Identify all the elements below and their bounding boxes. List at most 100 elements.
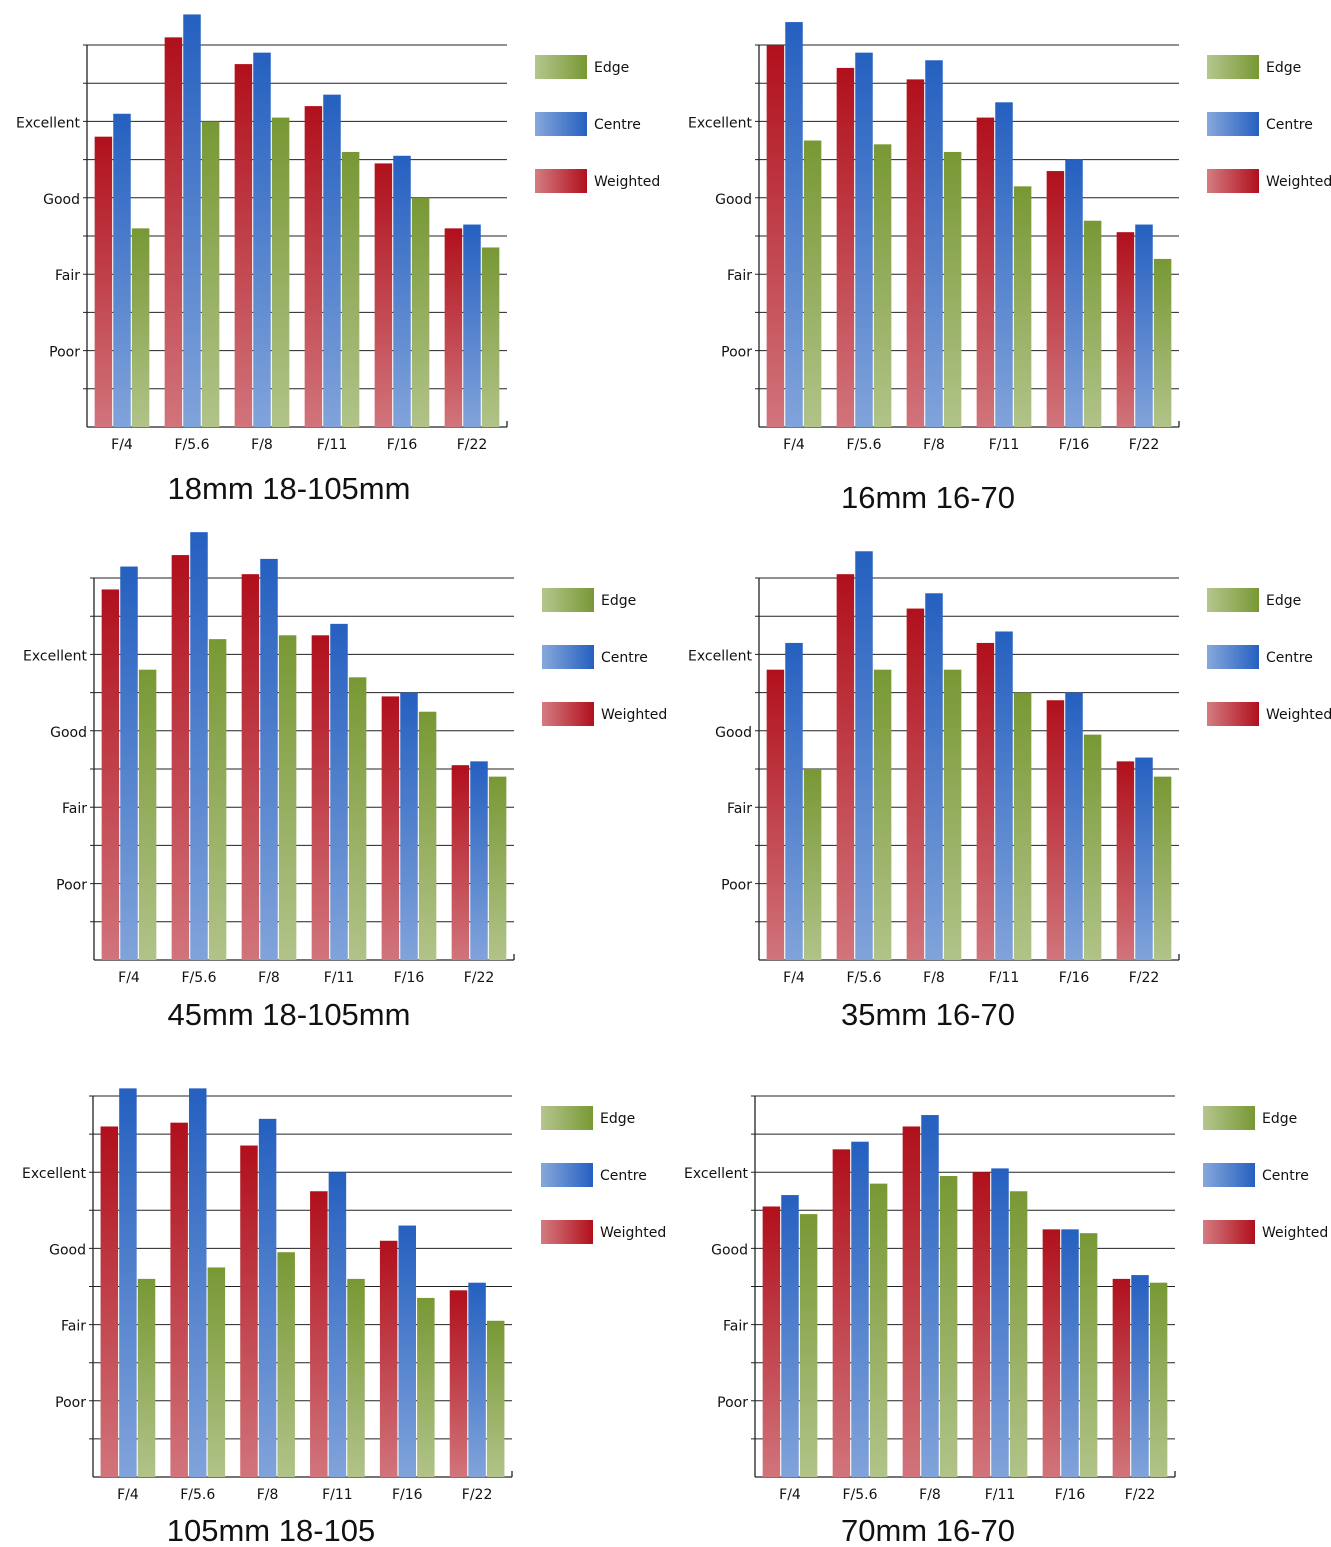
y-tick-label: Poor [55, 1395, 86, 1411]
bar [304, 106, 323, 428]
chart-panel: Poor Fair Good Excellent F/4 F/5.6 F/8 F/11 F/16… [23, 532, 667, 1032]
legend-label: Weighted [594, 174, 660, 190]
bar [481, 247, 500, 427]
bar [463, 224, 481, 427]
x-tick-label: F/4 [783, 970, 805, 986]
bar [323, 94, 341, 427]
bar [1149, 1282, 1168, 1477]
bar [925, 593, 943, 960]
bar [258, 1118, 277, 1477]
bar [418, 711, 437, 960]
legend-swatch [1203, 1163, 1255, 1187]
x-tick-label: F/11 [317, 437, 348, 453]
bar [869, 1183, 888, 1477]
y-tick-label: Excellent [23, 648, 87, 664]
bar [762, 1206, 781, 1477]
legend-swatch [541, 1220, 593, 1244]
y-tick-label: Poor [717, 1395, 748, 1411]
bar [468, 1282, 486, 1477]
chart-title: 18mm 18-105mm [168, 471, 411, 506]
y-tick-label: Excellent [688, 648, 752, 664]
bar [171, 555, 190, 960]
bar [1131, 1275, 1149, 1477]
legend-label: Centre [594, 117, 641, 133]
y-tick-label: Fair [727, 801, 752, 817]
y-tick-label: Good [50, 725, 87, 741]
x-tick-label: F/16 [1059, 437, 1090, 453]
x-tick-label: F/22 [1129, 970, 1160, 986]
legend-label: Weighted [600, 1225, 666, 1241]
bar [906, 79, 925, 427]
x-tick-label: F/11 [985, 1487, 1016, 1503]
legend-swatch [1207, 588, 1259, 612]
legend-label: Weighted [1266, 174, 1331, 190]
x-tick-label: F/16 [1055, 1487, 1086, 1503]
bar [991, 1168, 1009, 1477]
legend-label: Weighted [1266, 707, 1331, 723]
bar [417, 1297, 435, 1477]
y-tick-label: Poor [49, 345, 80, 361]
x-tick-label: F/16 [387, 437, 418, 453]
bar [906, 608, 925, 960]
bar [1135, 757, 1153, 960]
bar [1079, 1233, 1098, 1477]
bar [976, 117, 995, 427]
x-tick-label: F/4 [111, 437, 133, 453]
bar [921, 1115, 939, 1477]
x-tick-label: F/5.6 [846, 970, 881, 986]
x-tick-label: F/5.6 [180, 1487, 215, 1503]
bar [972, 1172, 991, 1477]
bar [976, 642, 995, 960]
legend-label: Centre [601, 650, 648, 666]
bar [1135, 224, 1153, 427]
bar [201, 121, 220, 428]
x-tick-label: F/5.6 [174, 437, 209, 453]
chart-panel: Poor Fair Good Excellent F/4 F/5.6 F/8 F/11 F/16… [688, 551, 1331, 1032]
legend-swatch [541, 1106, 593, 1130]
legend-swatch [542, 645, 594, 669]
y-tick-label: Excellent [16, 115, 80, 131]
y-tick-label: Good [711, 1242, 748, 1258]
bar [1153, 258, 1172, 427]
bar [393, 155, 411, 427]
bar [902, 1126, 921, 1477]
x-tick-label: F/4 [117, 1487, 139, 1503]
legend-label: Edge [600, 1111, 635, 1127]
x-tick-label: F/5.6 [846, 437, 881, 453]
bar [311, 635, 330, 960]
bar [253, 52, 271, 427]
legend-swatch [542, 702, 594, 726]
legend-label: Edge [1266, 593, 1301, 609]
bar [1013, 186, 1032, 427]
bar [278, 635, 297, 960]
y-tick-label: Fair [727, 268, 752, 284]
bar [943, 669, 962, 960]
bar [803, 769, 822, 960]
bar [488, 776, 507, 960]
y-tick-label: Poor [721, 345, 752, 361]
bar [374, 163, 393, 428]
bar [925, 60, 943, 427]
bar [1009, 1191, 1028, 1477]
y-tick-label: Good [715, 725, 752, 741]
bar [1065, 159, 1083, 427]
bar [1046, 171, 1065, 427]
bar [873, 669, 892, 960]
legend-swatch [1207, 702, 1259, 726]
legend-label: Weighted [601, 707, 667, 723]
bar [851, 1141, 869, 1477]
x-tick-label: F/11 [989, 970, 1020, 986]
legend-swatch [1207, 112, 1259, 136]
bar [766, 45, 785, 427]
x-tick-label: F/4 [779, 1487, 801, 1503]
x-tick-label: F/8 [923, 437, 945, 453]
bar [411, 197, 430, 427]
y-tick-label: Fair [61, 1319, 86, 1335]
bar [1042, 1229, 1061, 1477]
legend-label: Edge [1262, 1111, 1297, 1127]
legend-label: Centre [1266, 650, 1313, 666]
bar [1153, 776, 1172, 960]
y-tick-label: Excellent [22, 1166, 86, 1182]
y-tick-label: Good [715, 192, 752, 208]
bar [208, 639, 227, 960]
